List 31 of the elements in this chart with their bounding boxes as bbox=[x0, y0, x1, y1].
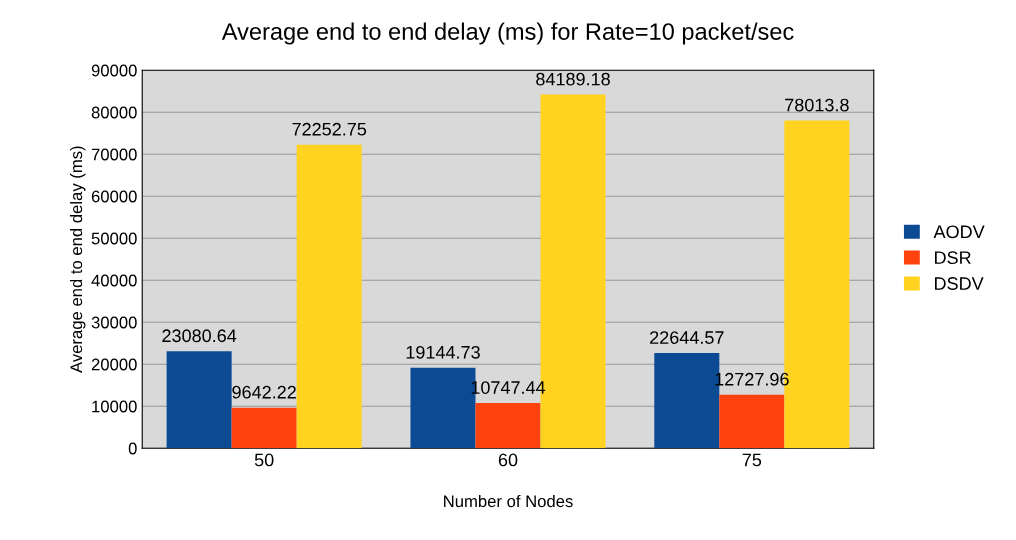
y-tick-label: 40000 bbox=[91, 274, 137, 287]
bar bbox=[231, 407, 297, 449]
data-label: 72252.75 bbox=[292, 122, 367, 136]
y-tick-label: 20000 bbox=[91, 358, 137, 371]
legend-label: DSDV bbox=[935, 277, 984, 290]
y-tick-label: 90000 bbox=[91, 64, 137, 77]
chart-title: Average end to end delay (ms) for Rate=10 packet/sec bbox=[221, 22, 794, 45]
bar bbox=[475, 403, 541, 449]
bar bbox=[296, 144, 362, 449]
y-tick-label: 10000 bbox=[92, 400, 137, 413]
y-axis-title: Average end to end delay (ms) bbox=[69, 146, 86, 373]
bar bbox=[719, 394, 785, 449]
y-tick-label: 30000 bbox=[91, 316, 137, 329]
x-tick-label: 50 bbox=[254, 453, 274, 467]
y-tick-label: 50000 bbox=[91, 232, 137, 245]
x-axis-title: Number of Nodes bbox=[444, 494, 573, 508]
y-tick-label: 80000 bbox=[91, 106, 137, 119]
data-label: 23080.64 bbox=[162, 329, 237, 343]
x-tick-label: 75 bbox=[742, 453, 762, 467]
legend-label: DSR bbox=[935, 251, 971, 265]
y-tick-label: 70000 bbox=[91, 148, 137, 161]
y-tick-label: 60000 bbox=[91, 190, 137, 203]
data-label: 19144.73 bbox=[406, 345, 480, 359]
data-label: 9642.22 bbox=[232, 385, 296, 399]
bar bbox=[166, 351, 232, 449]
data-label: 22644.57 bbox=[650, 331, 724, 344]
data-label: 84189.18 bbox=[536, 72, 610, 86]
data-label: 78013.8 bbox=[785, 98, 849, 112]
y-tick-label: 0 bbox=[128, 442, 137, 455]
legend-label: AODV bbox=[933, 225, 985, 239]
x-tick-label: 60 bbox=[498, 453, 518, 467]
